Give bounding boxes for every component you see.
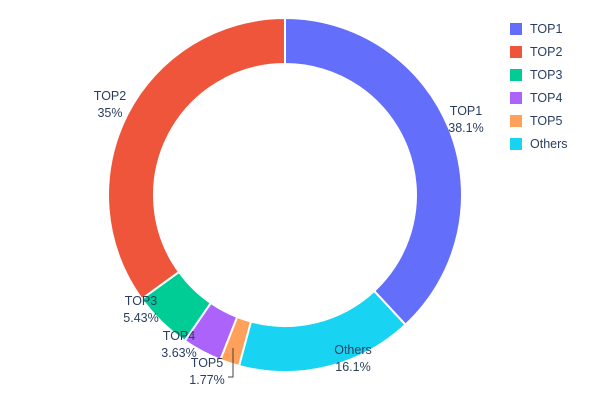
legend-label: TOP2 — [530, 45, 563, 59]
legend-item-others[interactable]: Others — [510, 137, 568, 151]
legend-item-top4[interactable]: TOP4 — [510, 91, 568, 105]
legend-swatch — [510, 92, 522, 104]
slice-label-percent: 16.1% — [335, 360, 371, 374]
legend-swatch — [510, 115, 522, 127]
legend-swatch — [510, 69, 522, 81]
pie-slice-top2[interactable] — [107, 16, 286, 301]
slice-label-name: TOP5 — [190, 356, 224, 370]
legend-item-top2[interactable]: TOP2 — [510, 45, 568, 59]
legend-item-top1[interactable]: TOP1 — [510, 22, 568, 36]
slice-label-name: Others — [334, 343, 372, 357]
slice-label-top3: TOP3 5.43% — [105, 293, 177, 327]
label-leader-line-top5 — [228, 348, 234, 378]
slice-label-top4: TOP4 3.63% — [143, 328, 215, 362]
slice-label-percent: 3.63% — [161, 346, 197, 360]
slice-label-percent: 35% — [97, 106, 123, 120]
legend-item-top3[interactable]: TOP3 — [510, 68, 568, 82]
slice-label-percent: 38.1% — [448, 121, 484, 135]
slice-label-percent: 1.77% — [189, 373, 225, 387]
slice-label-top1: TOP1 38.1% — [430, 103, 502, 137]
legend-swatch — [510, 138, 522, 150]
slice-label-percent: 5.43% — [123, 311, 159, 325]
slice-label-others: Others 16.1% — [317, 342, 389, 376]
legend-item-top5[interactable]: TOP5 — [510, 114, 568, 128]
pie-slice-top1[interactable] — [284, 16, 463, 327]
legend-label: TOP1 — [530, 22, 563, 36]
slice-label-name: TOP3 — [124, 294, 158, 308]
slice-label-top5: TOP5 1.77% — [171, 355, 243, 389]
slice-label-top2: TOP2 35% — [74, 88, 146, 122]
legend-label: Others — [530, 137, 568, 151]
legend-label: TOP4 — [530, 91, 563, 105]
legend-swatch — [510, 23, 522, 35]
legend: TOP1 TOP2 TOP3 TOP4 TOP5 Others — [510, 22, 568, 160]
slice-label-name: TOP2 — [93, 89, 127, 103]
legend-label: TOP5 — [530, 114, 563, 128]
legend-label: TOP3 — [530, 68, 563, 82]
slice-label-name: TOP4 — [162, 329, 196, 343]
slice-label-name: TOP1 — [449, 104, 483, 118]
legend-swatch — [510, 46, 522, 58]
